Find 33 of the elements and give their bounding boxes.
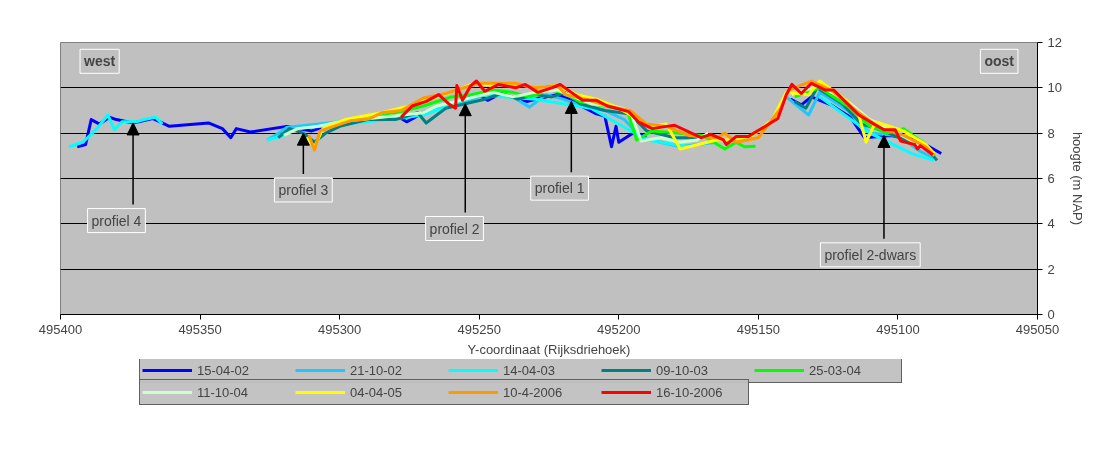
legend-label: 14-04-03 xyxy=(503,362,557,378)
y-tick-label: 10 xyxy=(1047,80,1062,96)
x-tick-label: 495300 xyxy=(317,321,362,337)
x-tick-label: 495400 xyxy=(38,321,83,337)
legend-label: 09-10-03 xyxy=(656,362,710,378)
annotation: profiel 4 xyxy=(91,212,142,229)
annotation: profiel 3 xyxy=(278,181,329,198)
y-tick-label: 2 xyxy=(1047,261,1055,277)
annotation: profiel 1 xyxy=(534,180,585,197)
y-tick-label: 4 xyxy=(1047,216,1055,232)
x-axis-title: Y-coordinaat (Rijksdriehoek) xyxy=(467,341,631,357)
x-tick-label: 495250 xyxy=(457,321,501,337)
legend-label: 04-04-05 xyxy=(350,384,404,400)
legend-label: 10-4-2006 xyxy=(503,384,564,400)
y-axis-title: hoogte (m NAP) xyxy=(1069,131,1085,226)
annotation: profiel 2 xyxy=(429,220,480,237)
x-tick-label: 495150 xyxy=(736,321,781,337)
x-tick-label: 495050 xyxy=(1015,321,1060,337)
annotation: profiel 2-dwars xyxy=(824,246,917,263)
y-tick-label: 0 xyxy=(1047,307,1055,322)
legend-label: 16-10-2006 xyxy=(656,384,724,400)
legend-label: 25-03-04 xyxy=(809,362,863,378)
y-tick-label: 8 xyxy=(1047,125,1055,141)
annotation: west xyxy=(83,53,116,70)
legend-label: 15-04-02 xyxy=(197,362,251,378)
x-tick-label: 495100 xyxy=(876,321,920,337)
legend-label: 11-10-04 xyxy=(197,384,250,400)
legend-label: 21-10-02 xyxy=(350,362,404,378)
x-tick-label: 495350 xyxy=(178,321,222,337)
x-tick-label: 495200 xyxy=(597,321,641,337)
y-tick-label: 12 xyxy=(1047,35,1062,50)
annotation: oost xyxy=(984,53,1015,70)
y-tick-label: 6 xyxy=(1047,171,1055,186)
